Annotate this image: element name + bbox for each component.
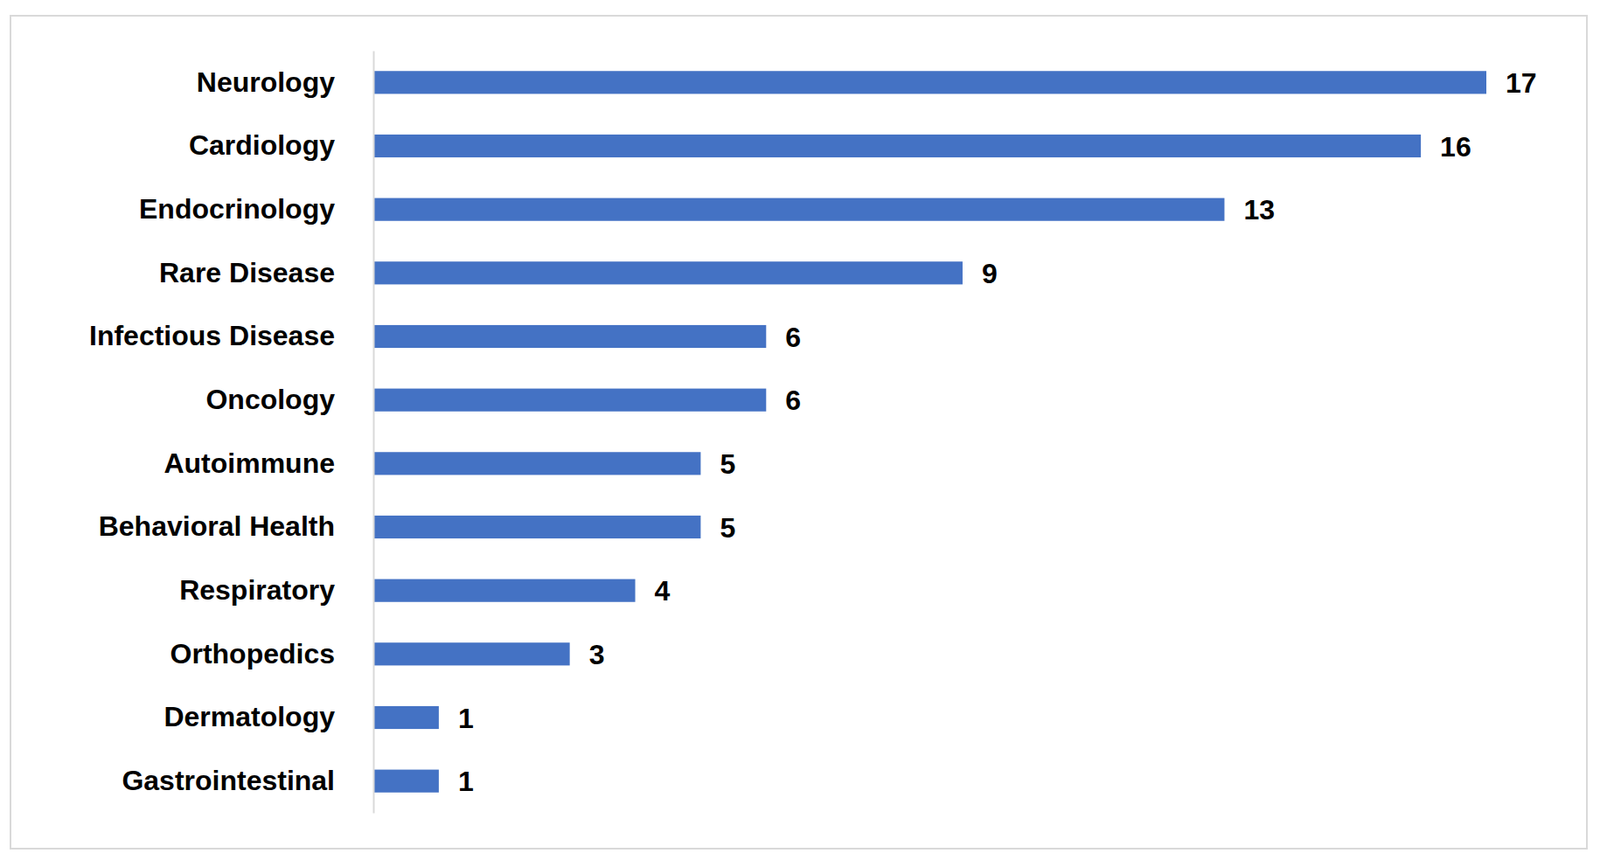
bar (373, 389, 766, 412)
data-label: 1 (458, 765, 474, 798)
data-label: 4 (654, 575, 671, 607)
chart: Neurology Cardiology Endocrinology Rare Dis… (0, 0, 1600, 860)
bar (373, 452, 701, 475)
tick: Orthopedics (170, 638, 335, 670)
chart-frame (10, 15, 1587, 849)
data-labels: 17 16 13 9 6 6 5 5 4 3 1 1 (458, 67, 1538, 798)
bar (373, 325, 766, 348)
bars (373, 70, 1487, 793)
tick: Dermatology (163, 701, 335, 733)
category-label: Respiratory (179, 574, 335, 606)
data-label: 17 (1505, 67, 1538, 99)
tick: Rare Disease (159, 257, 335, 289)
tick: Endocrinology (139, 193, 335, 225)
data-label: 3 (589, 639, 606, 671)
bar (373, 706, 439, 730)
data-label: 6 (785, 384, 801, 417)
category-label: Neurology (196, 66, 335, 98)
data-label: 5 (719, 448, 736, 480)
category-axis: Neurology Cardiology Endocrinology Rare Dis… (89, 51, 375, 814)
axis-line (373, 51, 376, 814)
data-label: 16 (1440, 131, 1472, 163)
data-label: 9 (981, 257, 998, 290)
tick: Neurology (196, 66, 335, 98)
tick: Cardiology (188, 129, 335, 161)
bar (373, 770, 439, 794)
bar (373, 515, 701, 539)
category-label: Gastrointestinal (121, 765, 335, 797)
tick: Gastrointestinal (121, 765, 335, 797)
category-label: Endocrinology (139, 193, 335, 225)
bar (373, 261, 963, 285)
category-label: Cardiology (188, 129, 335, 161)
bar (373, 134, 1421, 158)
bar (373, 642, 571, 666)
bar (373, 579, 636, 603)
category-label: Oncology (205, 383, 335, 416)
data-label: 6 (785, 321, 801, 354)
category-label: Rare Disease (159, 257, 335, 289)
category-label: Infectious Disease (89, 320, 335, 352)
tick: Respiratory (179, 574, 335, 606)
tick: Autoimmune (163, 447, 335, 480)
tick: Oncology (205, 383, 335, 416)
category-label: Autoimmune (163, 447, 335, 480)
category-label: Dermatology (163, 701, 335, 733)
category-label: Behavioral Health (98, 510, 335, 543)
data-label: 1 (458, 702, 474, 735)
bar (373, 70, 1487, 94)
data-label: 5 (719, 512, 736, 544)
tick: Infectious Disease (89, 320, 335, 352)
bar (373, 198, 1225, 222)
data-label: 13 (1243, 194, 1275, 226)
tick: Behavioral Health (98, 510, 335, 543)
category-label: Orthopedics (170, 638, 335, 670)
